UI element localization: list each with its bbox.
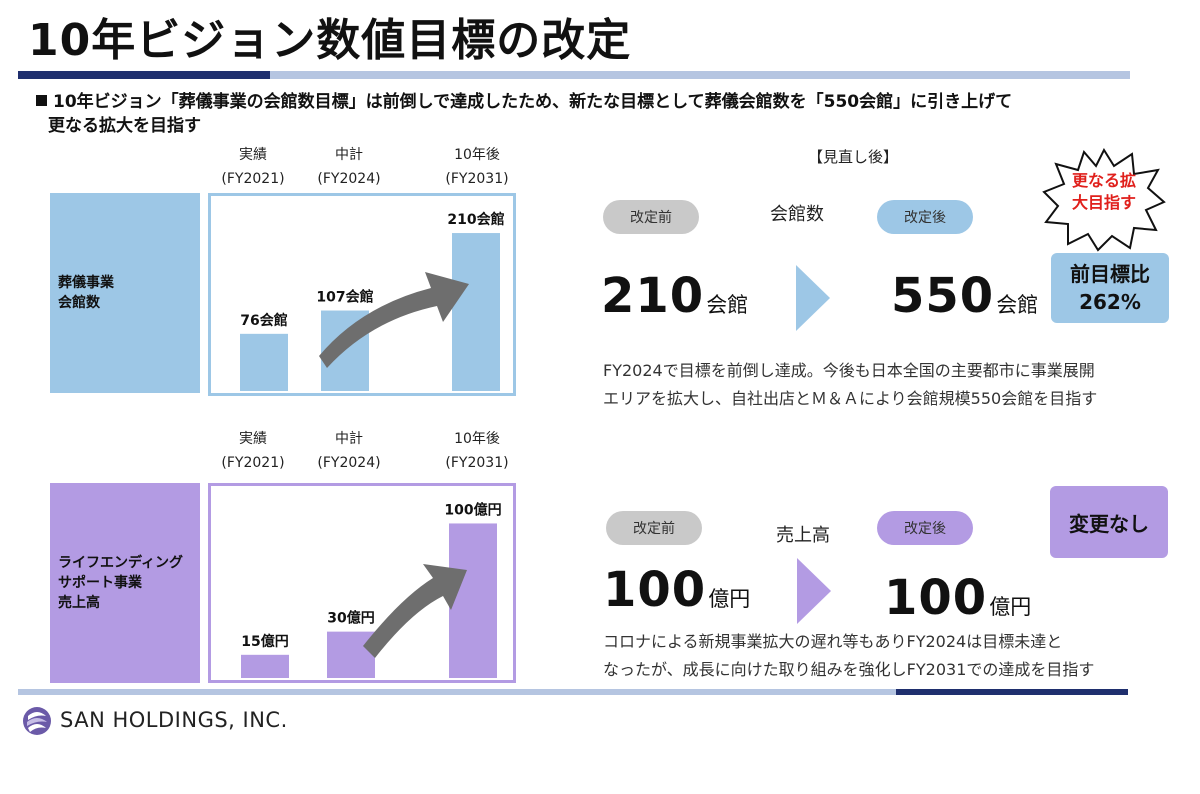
funeral-arrow-right-icon	[796, 265, 830, 331]
bar-0	[240, 333, 288, 391]
title-underline	[270, 71, 1130, 79]
company-name: SAN HOLDINGS, INC.	[60, 708, 288, 732]
no-change-badge: 変更なし	[1050, 486, 1168, 558]
funeral-hall-chart: 76会館 107会館 210会館	[240, 211, 505, 391]
title-underline-accent	[18, 71, 270, 79]
lifeending-after-value: 100億円	[884, 570, 1032, 626]
page-title: 10年ビジョン数値目標の改定	[28, 15, 632, 66]
lifeending-row-label: ライフエンディング サポート事業 売上高	[50, 483, 200, 683]
column-label-midterm-2: 中計 (FY2024)	[317, 431, 381, 471]
funeral-description: FY2024で目標を前倒し達成。今後も日本全国の主要都市に事業展開 エリアを拡大…	[603, 361, 1098, 408]
lifeending-before-value: 100億円	[603, 562, 751, 618]
footer-rule	[18, 689, 896, 695]
growth-arrow-icon	[319, 272, 469, 368]
lifeending-sales-chart: 15億円 30億円 100億円	[241, 501, 502, 678]
column-label-actual: 実績 (FY2021)	[221, 147, 285, 187]
bar-label-2: 210会館	[447, 211, 504, 228]
funeral-chart-frame: 76会館 107会館 210会館	[208, 193, 516, 396]
bar-label-1: 107会館	[316, 289, 373, 306]
column-label-tenyear-2: 10年後 (FY2031)	[445, 431, 509, 471]
bar-label-0: 15億円	[241, 633, 288, 650]
bar-label-1: 30億円	[327, 610, 374, 627]
footer-rule-accent	[896, 689, 1128, 695]
bar-2	[452, 233, 500, 391]
funeral-after-pill: 改定後	[877, 200, 973, 234]
lead-statement: 10年ビジョン「葬儀事業の会館数目標」は前倒しで達成したため、新たな目標として葬…	[36, 90, 1116, 138]
burst-starburst-icon	[1042, 148, 1166, 252]
bullet-square-icon	[36, 95, 47, 106]
lifeending-before-pill: 改定前	[606, 511, 702, 545]
funeral-before-pill: 改定前	[603, 200, 699, 234]
lifeending-description: コロナによる新規事業拡大の遅れ等もありFY2024は目標未達と なったが、成長に…	[603, 632, 1095, 679]
funeral-before-value: 210会館	[601, 268, 749, 324]
target-ratio-badge: 前目標比 262%	[1051, 253, 1169, 323]
lifeending-chart-frame: 15億円 30億円 100億円	[208, 483, 516, 683]
column-label-actual-2: 実績 (FY2021)	[221, 431, 285, 471]
lead-line-2: 更なる拡大を目指す	[48, 116, 201, 136]
column-label-midterm: 中計 (FY2024)	[317, 147, 381, 187]
bar-2	[449, 523, 497, 678]
lead-line-1: 10年ビジョン「葬儀事業の会館数目標」は前倒しで達成したため、新たな目標として葬…	[53, 92, 1013, 112]
bar-1	[327, 631, 375, 678]
bar-0	[241, 654, 289, 678]
column-label-tenyear: 10年後 (FY2031)	[445, 147, 509, 187]
lifeending-arrow-right-icon	[797, 558, 831, 624]
funeral-row-label: 葬儀事業 会館数	[50, 193, 200, 393]
funeral-metric-label: 会館数	[770, 204, 824, 225]
funeral-after-value: 550会館	[891, 268, 1039, 324]
bar-label-0: 76会館	[240, 312, 287, 329]
company-logo-icon	[23, 707, 51, 735]
lifeending-after-pill: 改定後	[877, 511, 973, 545]
review-header: 【見直し後】	[808, 148, 899, 166]
bar-label-2: 100億円	[444, 501, 501, 518]
lifeending-metric-label: 売上高	[776, 525, 830, 546]
growth-arrow-icon	[363, 564, 467, 658]
burst-text: 更なる拡 大目指す	[1071, 171, 1136, 212]
